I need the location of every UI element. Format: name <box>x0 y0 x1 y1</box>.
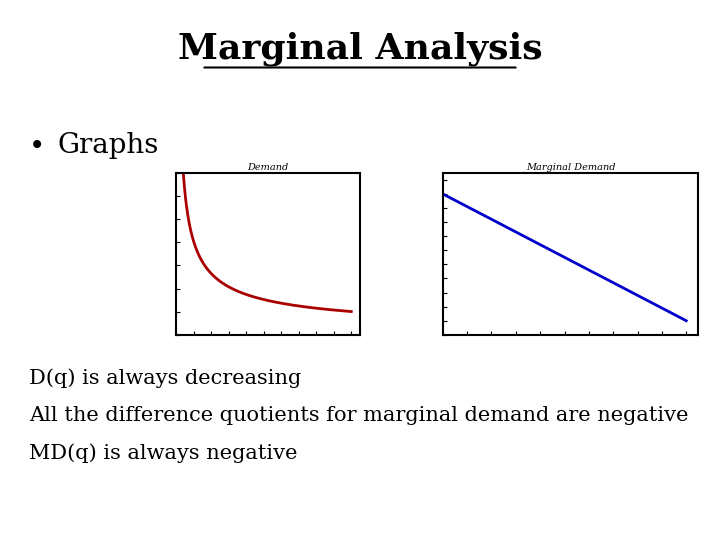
Title: Marginal Demand: Marginal Demand <box>526 163 616 172</box>
Text: •: • <box>29 132 45 160</box>
Text: Marginal Analysis: Marginal Analysis <box>178 31 542 66</box>
Text: Graphs: Graphs <box>58 132 159 159</box>
Text: D(q) is always decreasing: D(q) is always decreasing <box>29 368 301 388</box>
Title: Demand: Demand <box>248 163 289 172</box>
Text: All the difference quotients for marginal demand are negative: All the difference quotients for margina… <box>29 406 688 426</box>
Text: MD(q) is always negative: MD(q) is always negative <box>29 444 297 463</box>
